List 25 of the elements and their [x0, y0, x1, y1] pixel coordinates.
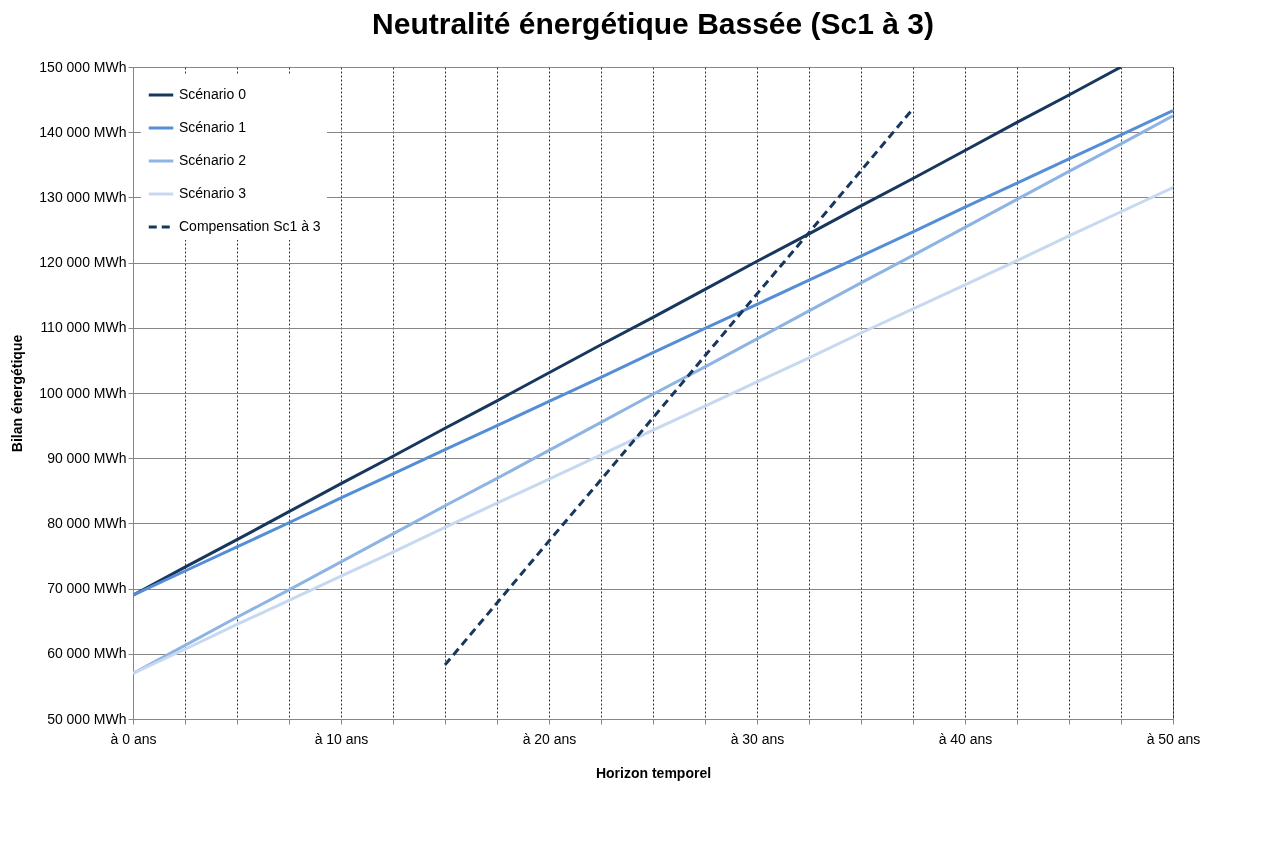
x-tick-label: à 30 ans: [730, 730, 785, 747]
x-tick-label: à 10 ans: [314, 730, 369, 747]
y-tick-label: 130 000 MWh: [39, 188, 127, 205]
x-axis-title: Horizon temporel: [595, 764, 712, 781]
legend-label: Scénario 1: [179, 119, 247, 135]
legend-label: Scénario 2: [179, 152, 247, 168]
y-tick-label: 60 000 MWh: [47, 645, 127, 662]
y-tick-label: 120 000 MWh: [39, 254, 127, 271]
y-tick-label: 80 000 MWh: [47, 514, 127, 531]
y-tick-label: 50 000 MWh: [47, 710, 127, 727]
x-tick-label: à 20 ans: [522, 730, 577, 747]
y-axis-title: Bilan énergétique: [9, 334, 26, 453]
x-tick-label: à 50 ans: [1146, 730, 1201, 747]
y-tick-label: 90 000 MWh: [47, 449, 127, 466]
y-tick-label: 140 000 MWh: [39, 123, 127, 140]
y-tick-label: 70 000 MWh: [47, 580, 127, 597]
x-tick-label: à 0 ans: [110, 730, 157, 747]
y-tick-label: 150 000 MWh: [39, 58, 127, 75]
chart-title: Neutralité énergétique Bassée (Sc1 à 3): [372, 7, 934, 40]
x-tick-label: à 40 ans: [938, 730, 993, 747]
legend-label: Compensation Sc1 à 3: [179, 218, 321, 234]
y-tick-label: 100 000 MWh: [39, 384, 127, 401]
legend-label: Scénario 0: [179, 86, 247, 102]
y-tick-label: 110 000 MWh: [40, 319, 127, 336]
legend-label: Scénario 3: [179, 185, 247, 201]
